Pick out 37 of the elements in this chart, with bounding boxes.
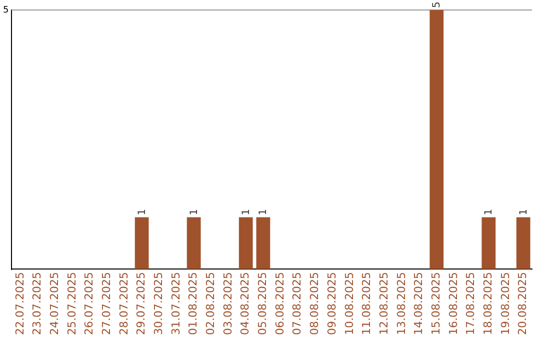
x-tick-label: 06.08.2025: [273, 272, 286, 336]
x-tick-label: 30.07.2025: [152, 272, 165, 336]
data-label: 1: [240, 208, 252, 216]
x-tick-label: 12.08.2025: [377, 272, 390, 336]
x-tick-label: 07.08.2025: [290, 272, 304, 336]
x-tick-label: 09.08.2025: [325, 272, 338, 336]
x-tick-label: 08.08.2025: [308, 272, 322, 336]
x-tick-label: 15.08.2025: [429, 272, 442, 336]
x-tick-label: 25.07.2025: [65, 272, 78, 336]
data-label: 1: [258, 208, 270, 216]
x-tick-label: 20.08.2025: [516, 272, 530, 336]
data-label: 1: [188, 208, 200, 216]
data-label: 1: [136, 208, 148, 216]
x-tick-label: 31.07.2025: [169, 272, 182, 336]
x-tick-label: 26.07.2025: [82, 272, 96, 336]
x-tick-label: 29.07.2025: [134, 272, 148, 336]
x-tick-label: 19.08.2025: [498, 272, 512, 336]
x-tick-label: 24.07.2025: [48, 272, 61, 336]
x-tick-label: 16.08.2025: [446, 272, 460, 336]
x-tick-label: 23.07.2025: [30, 272, 44, 336]
data-label: 1: [484, 208, 495, 216]
data-label: 1: [518, 208, 530, 216]
x-tick-label: 14.08.2025: [412, 272, 426, 336]
x-tick-label: 05.08.2025: [256, 272, 270, 336]
x-tick-label: 11.08.2025: [360, 272, 374, 336]
data-label: 5: [432, 2, 443, 8]
x-tick-label: 13.08.2025: [394, 272, 408, 336]
x-tick-label: 04.08.2025: [238, 272, 252, 336]
x-tick-label: 17.08.2025: [464, 272, 478, 336]
x-tick-label: 27.07.2025: [100, 272, 113, 336]
x-tick-label: 10.08.2025: [342, 272, 356, 336]
x-tick-label: 22.07.2025: [13, 272, 26, 336]
x-tick-label: 28.07.2025: [117, 272, 130, 336]
x-tick-label: 02.08.2025: [204, 272, 218, 336]
x-tick-label: 03.08.2025: [221, 272, 234, 336]
x-tick-label: 01.08.2025: [186, 272, 200, 336]
x-tick-label: 18.08.2025: [482, 272, 495, 336]
